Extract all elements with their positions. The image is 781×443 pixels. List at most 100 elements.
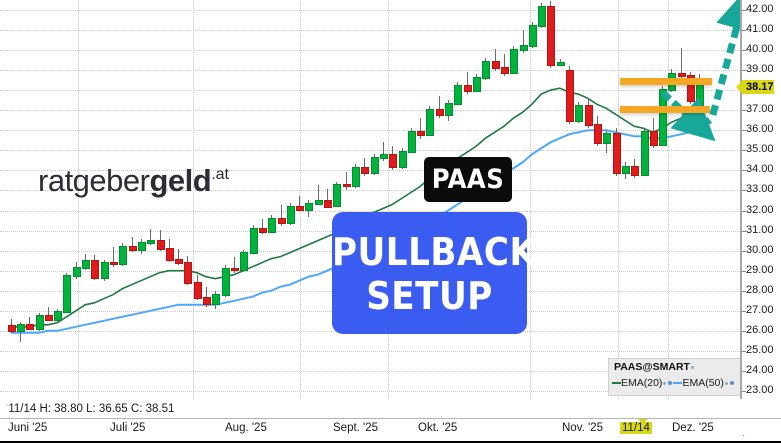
legend-settings-dot-icon[interactable] — [690, 366, 694, 369]
status-prefix-marker: · — [6, 402, 9, 409]
candlestick — [250, 228, 258, 254]
candlestick — [26, 324, 34, 330]
gridline-h — [0, 10, 740, 11]
candlestick — [63, 275, 71, 313]
candlestick — [650, 131, 658, 146]
price-marker-pointer-icon — [736, 81, 742, 93]
date-axis-label[interactable]: Aug. '25 — [225, 422, 267, 434]
gridline-h — [0, 70, 740, 71]
resistance-band — [620, 78, 712, 85]
candle-wick — [420, 118, 421, 139]
price-axis-label: 34.00 — [746, 163, 774, 175]
annotation-arrows — [660, 0, 740, 142]
gridline-v — [530, 0, 531, 399]
price-axis-label: 25.00 — [746, 344, 774, 356]
price-axis-label: 42.00 — [746, 3, 774, 15]
last-price-marker: 38.17 — [736, 80, 774, 94]
date-axis-label[interactable]: Dez. '25 — [672, 422, 714, 434]
price-axis-label: 23.00 — [746, 384, 774, 396]
date-axis[interactable]: · Juni '25 Juli '25 Aug. '25 Sept. '25 Okt. … — [0, 418, 781, 443]
price-axis-tick — [742, 30, 746, 31]
candlestick — [399, 151, 407, 168]
price-axis-tick — [742, 10, 746, 11]
candlestick — [333, 184, 341, 207]
price-axis[interactable]: 38.17 42.0041.0040.0039.0038.0037.0036.0… — [736, 0, 781, 399]
legend-ema50-label[interactable]: EMA(50) — [682, 377, 724, 389]
price-axis-tick — [742, 311, 746, 312]
candlestick — [380, 154, 388, 159]
candle-wick — [346, 172, 347, 190]
support-band — [620, 106, 710, 113]
candle-wick — [504, 54, 505, 76]
candlestick — [222, 268, 230, 296]
candlestick — [240, 252, 248, 271]
ema50-toggle-icon[interactable] — [729, 381, 734, 385]
date-axis-label[interactable]: 11/14 — [620, 422, 652, 434]
candlestick — [445, 103, 453, 116]
price-axis-label: 30.00 — [746, 244, 774, 256]
candlestick — [212, 294, 220, 305]
ema50-dot-icon[interactable] — [724, 382, 728, 385]
candlestick — [166, 248, 174, 261]
ema20-dot-icon[interactable] — [663, 382, 667, 385]
candle-wick — [178, 249, 179, 265]
candlestick — [352, 167, 360, 187]
price-axis-label: 29.00 — [746, 264, 774, 276]
gridline-v — [300, 0, 301, 399]
price-axis-tick — [742, 190, 746, 191]
date-axis-label[interactable]: Nov. '25 — [562, 422, 603, 434]
gridline-v — [668, 0, 669, 399]
candlestick — [45, 315, 53, 321]
date-axis-label[interactable]: Okt. '25 — [418, 422, 458, 434]
candle-wick — [523, 30, 524, 53]
candlestick — [36, 315, 44, 330]
price-axis-label: 41.00 — [746, 23, 774, 35]
setup-callout-box: PULLBACK SETUP — [332, 212, 536, 334]
gridline-h — [0, 391, 740, 392]
price-axis-label: 28.00 — [746, 284, 774, 296]
gridline-v — [193, 0, 194, 399]
candlestick — [101, 262, 109, 279]
candlestick — [296, 206, 304, 211]
price-axis-tick — [742, 291, 746, 292]
candlestick — [231, 268, 239, 271]
candlestick — [73, 267, 81, 277]
price-axis-tick — [742, 70, 746, 71]
candlestick — [129, 246, 137, 251]
candlestick — [147, 240, 155, 244]
candle-wick — [150, 229, 151, 245]
legend-ema20-label[interactable]: EMA(20) — [621, 377, 663, 389]
gridline-v — [388, 0, 389, 399]
watermark-text-light: ratgeber — [38, 163, 150, 198]
candlestick — [343, 184, 351, 187]
candlestick — [659, 89, 667, 146]
watermark-text-bold: geld — [149, 163, 212, 198]
candlestick — [585, 105, 593, 126]
ohlc-status-bar: ·11/14 H: 38.80 L: 36.65 C: 38.51 — [0, 399, 740, 419]
candlestick — [175, 259, 183, 264]
price-chart-plot-area[interactable]: ratgebergeld.at PAAS PULLBACK SETUP PAAS… — [0, 0, 740, 399]
candlestick — [157, 240, 165, 250]
date-axis-label[interactable]: Juli '25 — [110, 422, 146, 434]
gridline-h — [0, 170, 740, 171]
candlestick — [575, 105, 583, 122]
candlestick — [138, 242, 146, 251]
date-axis-label[interactable]: Juni '25 — [8, 422, 48, 434]
candlestick — [613, 133, 621, 174]
date-axis-label[interactable]: Sept. '25 — [333, 422, 379, 434]
ema20-toggle-icon[interactable] — [668, 381, 673, 385]
price-axis-label: 35.00 — [746, 143, 774, 155]
legend-symbol-text: PAAS@SMART — [614, 361, 690, 373]
candlestick — [268, 218, 276, 233]
chart-legend[interactable]: PAAS@SMART EMA(20) EMA(50) — [608, 358, 740, 396]
candle-wick — [234, 257, 235, 273]
candlestick — [622, 166, 630, 174]
price-axis-label: 33.00 — [746, 183, 774, 195]
status-ohlc-values: 11/14 H: 38.80 L: 36.65 C: 38.51 — [8, 402, 175, 415]
breakout-arrow-up-icon — [699, 0, 740, 129]
candlestick — [361, 167, 369, 174]
price-axis-tick — [742, 110, 746, 111]
candle-wick — [467, 72, 468, 94]
price-axis-label: 36.00 — [746, 123, 774, 135]
candlestick — [54, 311, 62, 321]
